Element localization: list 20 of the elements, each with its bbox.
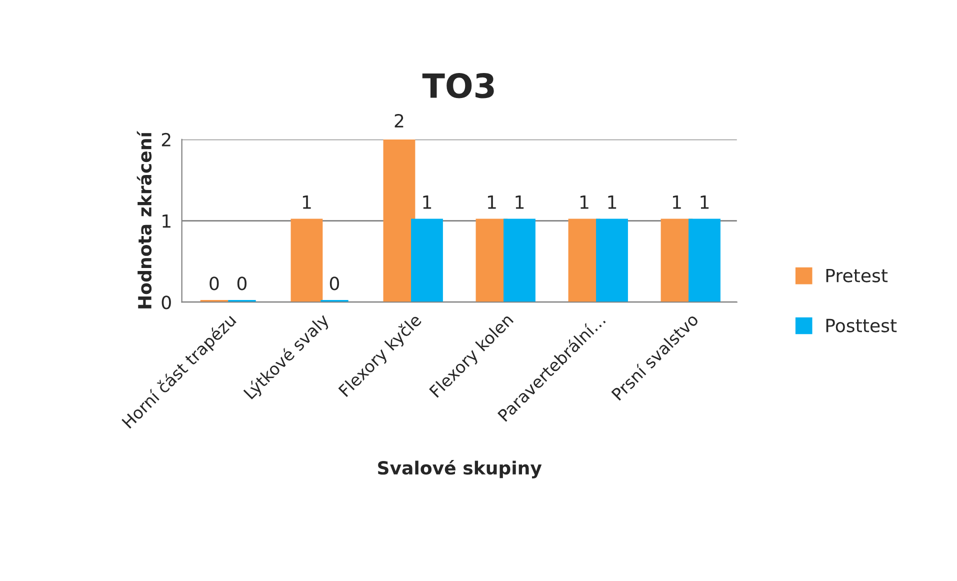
legend-label: Pretest: [826, 268, 888, 282]
data-label: 1: [700, 196, 709, 209]
x-axis-title: Svalové skupiny: [378, 460, 542, 478]
legend-label: Posttest: [826, 318, 897, 332]
data-label: 1: [673, 196, 681, 209]
y-tick-label: 2: [162, 132, 170, 146]
data-label: 0: [330, 276, 340, 290]
data-label: 2: [394, 114, 404, 128]
y-tick-label: 0: [162, 296, 171, 310]
data-label: 1: [488, 196, 496, 209]
data-label: 1: [608, 196, 616, 209]
data-label: 1: [580, 196, 588, 209]
data-label: 0: [210, 276, 219, 290]
data-label: 1: [516, 196, 524, 209]
data-label: 1: [302, 196, 311, 209]
chart-title: TO3: [422, 73, 494, 98]
data-label: 0: [237, 276, 247, 290]
y-axis-title: Hodnota zkrácení: [136, 130, 152, 308]
y-tick-label: 1: [162, 214, 170, 228]
data-label: 1: [423, 196, 432, 209]
